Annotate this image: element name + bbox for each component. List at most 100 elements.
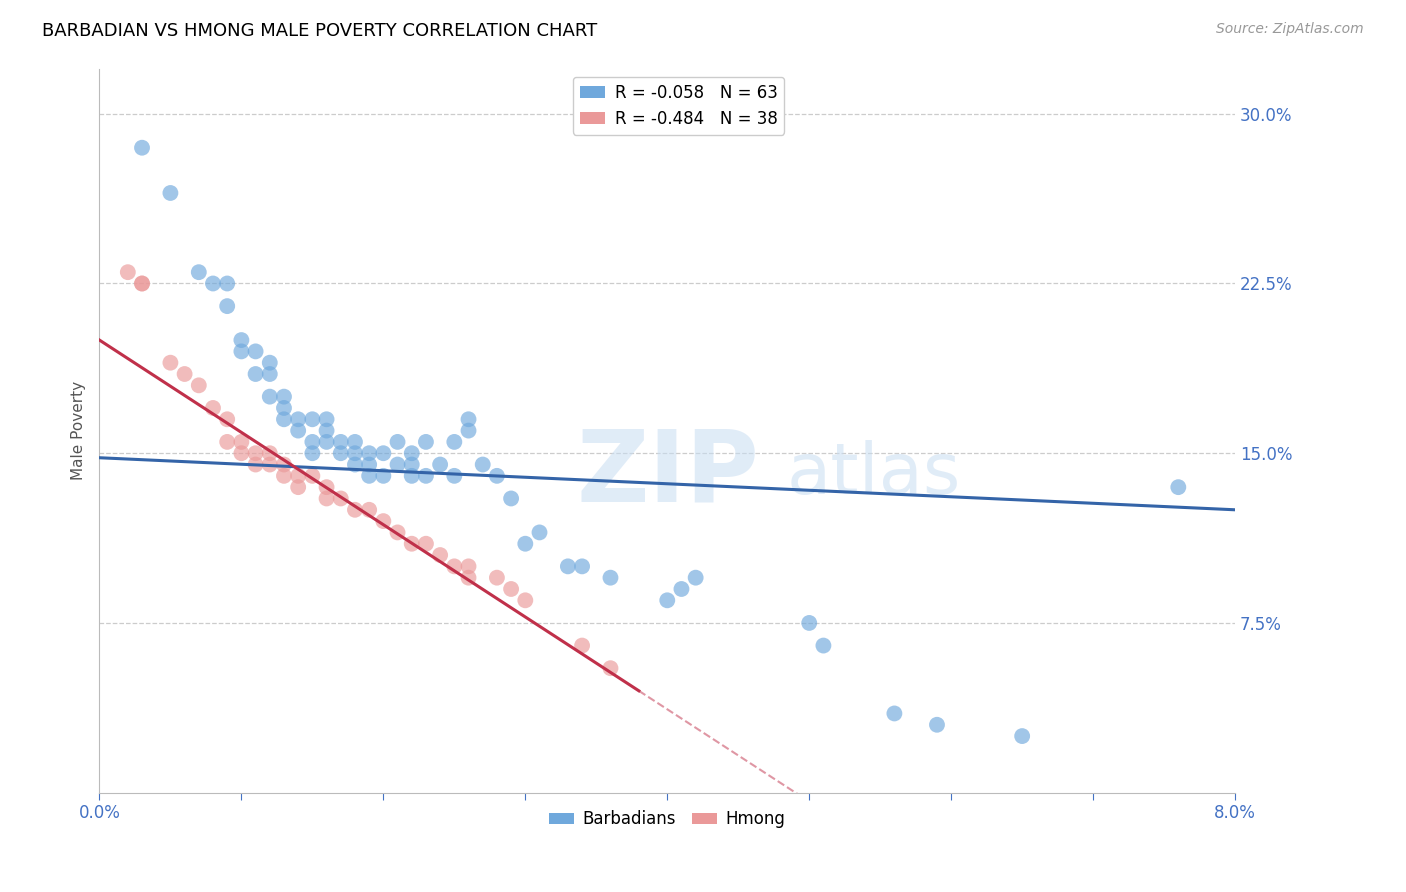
Point — [231, 333, 253, 347]
Point — [287, 424, 309, 438]
Point — [187, 378, 209, 392]
Point — [443, 434, 465, 449]
Point — [343, 434, 366, 449]
Point — [245, 458, 267, 472]
Point — [301, 434, 323, 449]
Point — [599, 661, 621, 675]
Point — [273, 458, 295, 472]
Point — [429, 548, 451, 562]
Point — [259, 458, 281, 472]
Point — [343, 503, 366, 517]
Point — [159, 186, 181, 200]
Point — [315, 424, 337, 438]
Point — [245, 446, 267, 460]
Point — [799, 615, 821, 630]
Point — [813, 639, 835, 653]
Point — [373, 468, 395, 483]
Point — [259, 446, 281, 460]
Point — [415, 434, 437, 449]
Point — [187, 265, 209, 279]
Point — [571, 639, 593, 653]
Point — [501, 582, 523, 596]
Point — [273, 468, 295, 483]
Point — [217, 412, 239, 426]
Point — [231, 446, 253, 460]
Point — [515, 593, 537, 607]
Point — [657, 593, 679, 607]
Text: ZIP: ZIP — [576, 425, 759, 523]
Point — [217, 277, 239, 291]
Point — [343, 458, 366, 472]
Point — [301, 446, 323, 460]
Point — [457, 424, 479, 438]
Point — [359, 458, 381, 472]
Point — [315, 412, 337, 426]
Point — [1011, 729, 1033, 743]
Point — [315, 491, 337, 506]
Point — [201, 277, 224, 291]
Point — [1167, 480, 1189, 494]
Point — [401, 458, 423, 472]
Text: BARBADIAN VS HMONG MALE POVERTY CORRELATION CHART: BARBADIAN VS HMONG MALE POVERTY CORRELAT… — [42, 22, 598, 40]
Point — [571, 559, 593, 574]
Point — [315, 434, 337, 449]
Point — [515, 537, 537, 551]
Point — [373, 446, 395, 460]
Y-axis label: Male Poverty: Male Poverty — [72, 381, 86, 480]
Point — [387, 434, 409, 449]
Point — [401, 468, 423, 483]
Point — [131, 277, 153, 291]
Point — [925, 718, 948, 732]
Point — [245, 344, 267, 359]
Point — [401, 537, 423, 551]
Point — [443, 559, 465, 574]
Point — [373, 514, 395, 528]
Point — [671, 582, 693, 596]
Point — [287, 412, 309, 426]
Point — [387, 525, 409, 540]
Point — [287, 468, 309, 483]
Point — [131, 141, 153, 155]
Point — [273, 401, 295, 415]
Point — [599, 571, 621, 585]
Point — [501, 491, 523, 506]
Point — [131, 277, 153, 291]
Point — [273, 390, 295, 404]
Text: atlas: atlas — [786, 440, 960, 508]
Point — [457, 571, 479, 585]
Point — [471, 458, 494, 472]
Point — [529, 525, 551, 540]
Point — [245, 367, 267, 381]
Point — [685, 571, 707, 585]
Point — [457, 412, 479, 426]
Point — [231, 344, 253, 359]
Point — [117, 265, 139, 279]
Point — [457, 559, 479, 574]
Point — [201, 401, 224, 415]
Point — [415, 537, 437, 551]
Point — [231, 434, 253, 449]
Point — [485, 571, 508, 585]
Point — [343, 446, 366, 460]
Point — [329, 491, 352, 506]
Point — [273, 412, 295, 426]
Text: Source: ZipAtlas.com: Source: ZipAtlas.com — [1216, 22, 1364, 37]
Point — [287, 480, 309, 494]
Point — [359, 446, 381, 460]
Point — [557, 559, 579, 574]
Point — [301, 468, 323, 483]
Point — [485, 468, 508, 483]
Point — [387, 458, 409, 472]
Point — [315, 480, 337, 494]
Point — [173, 367, 195, 381]
Point — [217, 434, 239, 449]
Point — [883, 706, 905, 721]
Point — [301, 412, 323, 426]
Point — [429, 458, 451, 472]
Point — [259, 356, 281, 370]
Point — [443, 468, 465, 483]
Point — [329, 446, 352, 460]
Legend: Barbadians, Hmong: Barbadians, Hmong — [543, 804, 793, 835]
Point — [401, 446, 423, 460]
Point — [359, 468, 381, 483]
